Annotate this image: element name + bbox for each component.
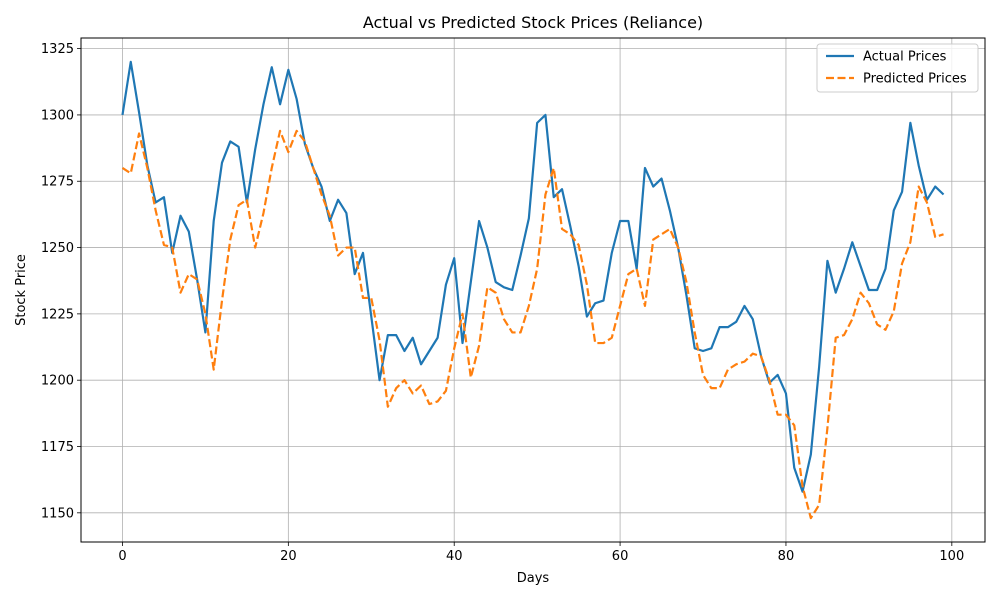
x-axis-label: Days: [517, 571, 550, 586]
y-axis-label: Stock Price: [14, 254, 29, 326]
legend-label-actual: Actual Prices: [863, 50, 947, 65]
legend-box: [816, 43, 979, 93]
legend-label-predicted: Predicted Prices: [863, 72, 967, 87]
y-tick-label: 1250: [41, 241, 74, 256]
series-line-predicted: [121, 129, 944, 520]
plot-frame: [80, 37, 986, 543]
legend: Actual Prices Predicted Prices: [816, 43, 979, 93]
grid-lines: [81, 38, 985, 542]
x-tick-label: 40: [446, 549, 463, 564]
x-tick-label: 20: [280, 549, 297, 564]
x-tick-label: 0: [118, 549, 126, 564]
chart-title: Actual vs Predicted Stock Prices (Relian…: [363, 13, 703, 32]
y-tick-label: 1225: [41, 307, 74, 322]
series-line-actual: [121, 60, 945, 493]
x-tick-label: 80: [778, 549, 795, 564]
series-layer: [121, 60, 945, 520]
y-tick-label: 1300: [41, 108, 74, 123]
axis-ticks: 0 20 40 60 80 100 1150 1175 1200 1225 1250 1275 1300…: [41, 42, 964, 564]
y-tick-label: 1275: [41, 175, 74, 190]
y-tick-label: 1175: [41, 440, 74, 455]
x-tick-label: 100: [939, 549, 964, 564]
x-tick-label: 60: [612, 549, 629, 564]
y-tick-label: 1325: [41, 42, 74, 57]
y-tick-label: 1150: [41, 506, 74, 521]
y-tick-label: 1200: [41, 374, 74, 389]
